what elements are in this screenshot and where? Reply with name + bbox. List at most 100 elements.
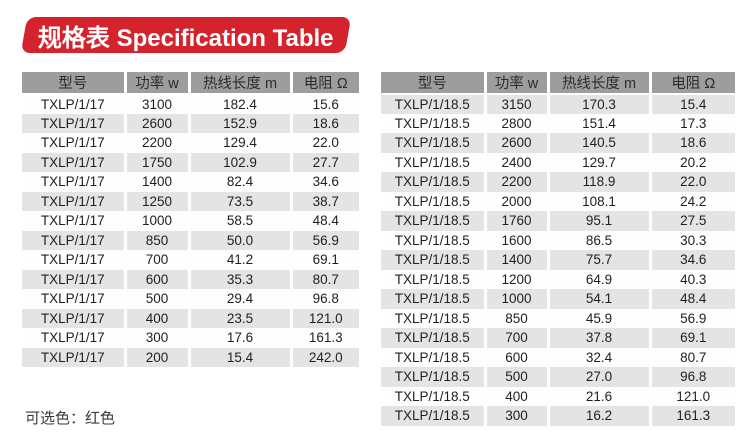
column-header: 热线长度 m xyxy=(187,72,291,95)
table-row: TXLP/1/18.5 2600 140.5 18.6 xyxy=(381,133,735,153)
table-cell: 34.6 xyxy=(289,172,359,192)
table-cell: 400 xyxy=(123,308,189,328)
table-cell: TXLP/1/18.5 xyxy=(381,172,485,192)
table-cell: 151.4 xyxy=(546,113,650,133)
table-cell: TXLP/1/17 xyxy=(22,230,125,250)
table: 型号 功率 w 热线长度 m 电阻 Ω TXLP/1/17 3100 182.4 15.6 T… xyxy=(22,72,359,367)
table-row: TXLP/1/18.5 2400 129.7 20.2 xyxy=(381,152,735,172)
table-cell: 1760 xyxy=(483,211,548,231)
table-cell: TXLP/1/17 xyxy=(22,328,125,348)
table-cell: 161.3 xyxy=(289,328,359,348)
table-cell: TXLP/1/17 xyxy=(22,172,125,192)
table-row: TXLP/1/17 1000 58.5 48.4 xyxy=(22,211,359,231)
table-cell: 121.0 xyxy=(289,308,359,328)
table-cell: 2400 xyxy=(483,152,548,172)
page-title: 规格表 Specification Table xyxy=(38,24,334,52)
table-cell: 27.0 xyxy=(546,367,650,387)
table-cell: 1250 xyxy=(123,191,189,211)
table-row: TXLP/1/18.5 500 27.0 96.8 xyxy=(381,367,735,387)
table-cell: 41.2 xyxy=(187,250,291,270)
column-header: 功率 w xyxy=(123,72,189,95)
table-cell: TXLP/1/17 xyxy=(22,269,125,289)
table-cell: TXLP/1/18.5 xyxy=(381,289,485,309)
table-cell: TXLP/1/17 xyxy=(22,250,125,270)
table-cell: 69.1 xyxy=(289,250,359,270)
table-cell: 2800 xyxy=(483,113,548,133)
table-cell: 35.3 xyxy=(187,269,291,289)
table-cell: 37.8 xyxy=(546,328,650,348)
table-cell: 64.9 xyxy=(546,269,650,289)
table-cell: 21.6 xyxy=(546,386,650,406)
title-banner: 规格表 Specification Table xyxy=(20,17,352,53)
table-cell: 56.9 xyxy=(289,230,359,250)
table-cell: 152.9 xyxy=(187,113,291,133)
table-cell: 400 xyxy=(483,386,548,406)
table-cell: TXLP/1/18.5 xyxy=(381,113,485,133)
table-cell: 96.8 xyxy=(289,289,359,309)
table-row: TXLP/1/18.5 2000 108.1 24.2 xyxy=(381,191,735,211)
table-cell: 96.8 xyxy=(648,367,735,387)
table-cell: TXLP/1/18.5 xyxy=(381,230,485,250)
column-header: 功率 w xyxy=(483,72,548,95)
table-cell: TXLP/1/17 xyxy=(22,308,125,328)
optional-color-note: 可选色：红色 xyxy=(25,410,116,427)
table-body: TXLP/1/17 3100 182.4 15.6 TXLP/1/17 2600 152.9… xyxy=(22,94,359,367)
table-cell: 69.1 xyxy=(648,328,735,348)
table-cell: 48.4 xyxy=(289,211,359,231)
table-row: TXLP/1/17 1400 82.4 34.6 xyxy=(22,172,359,192)
table-row: TXLP/1/17 1250 73.5 38.7 xyxy=(22,191,359,211)
table-cell: 29.4 xyxy=(187,289,291,309)
table-row: TXLP/1/18.5 1400 75.7 34.6 xyxy=(381,250,735,270)
table-cell: TXLP/1/17 xyxy=(22,152,125,172)
column-header: 型号 xyxy=(22,72,125,95)
table-cell: 121.0 xyxy=(648,386,735,406)
table-cell: 1400 xyxy=(483,250,548,270)
table-row: TXLP/1/18.5 3150 170.3 15.4 xyxy=(381,94,735,114)
table-cell: 48.4 xyxy=(648,289,735,309)
table-row: TXLP/1/17 2600 152.9 18.6 xyxy=(22,113,359,133)
table-cell: 242.0 xyxy=(289,347,359,367)
table-row: TXLP/1/18.5 2800 151.4 17.3 xyxy=(381,113,735,133)
table-row: TXLP/1/18.5 1600 86.5 30.3 xyxy=(381,230,735,250)
table-cell: 27.7 xyxy=(289,152,359,172)
table-row: TXLP/1/18.5 400 21.6 121.0 xyxy=(381,386,735,406)
spec-table-txlp-1-18-5: 型号 功率 w 热线长度 m 电阻 Ω TXLP/1/18.5 3150 170.3 15.… xyxy=(381,72,735,426)
table-cell: 850 xyxy=(123,230,189,250)
table-cell: 600 xyxy=(483,347,548,367)
table-row: TXLP/1/18.5 1000 54.1 48.4 xyxy=(381,289,735,309)
table-cell: 1750 xyxy=(123,152,189,172)
table-cell: 17.6 xyxy=(187,328,291,348)
table-cell: TXLP/1/18.5 xyxy=(381,211,485,231)
table-cell: 850 xyxy=(483,308,548,328)
table-cell: 24.2 xyxy=(648,191,735,211)
table-cell: 1000 xyxy=(483,289,548,309)
table-cell: 18.6 xyxy=(289,113,359,133)
table-head: 型号 功率 w 热线长度 m 电阻 Ω xyxy=(381,72,735,95)
table-cell: TXLP/1/18.5 xyxy=(381,328,485,348)
table-cell: 17.3 xyxy=(648,113,735,133)
table-cell: 300 xyxy=(483,406,548,426)
table-cell: TXLP/1/18.5 xyxy=(381,133,485,153)
table-cell: 18.6 xyxy=(648,133,735,153)
column-header: 电阻 Ω xyxy=(289,72,359,95)
table-row: TXLP/1/18.5 850 45.9 56.9 xyxy=(381,308,735,328)
table-cell: TXLP/1/18.5 xyxy=(381,406,485,426)
table-cell: 2200 xyxy=(123,133,189,153)
table-cell: TXLP/1/18.5 xyxy=(381,386,485,406)
table-cell: 15.4 xyxy=(187,347,291,367)
table-cell: 54.1 xyxy=(546,289,650,309)
column-header: 热线长度 m xyxy=(546,72,650,95)
table-cell: 500 xyxy=(483,367,548,387)
table-cell: 1000 xyxy=(123,211,189,231)
table-cell: 1600 xyxy=(483,230,548,250)
table-cell: 40.3 xyxy=(648,269,735,289)
table-cell: 2200 xyxy=(483,172,548,192)
spec-table-txlp-1-17: 型号 功率 w 热线长度 m 电阻 Ω TXLP/1/17 3100 182.4 15.6 T… xyxy=(22,72,359,367)
table-cell: 102.9 xyxy=(187,152,291,172)
table-cell: TXLP/1/17 xyxy=(22,211,125,231)
table-cell: TXLP/1/17 xyxy=(22,133,125,153)
table-cell: 56.9 xyxy=(648,308,735,328)
table-cell: 27.5 xyxy=(648,211,735,231)
column-header: 电阻 Ω xyxy=(648,72,735,95)
table-cell: 3150 xyxy=(483,94,548,114)
